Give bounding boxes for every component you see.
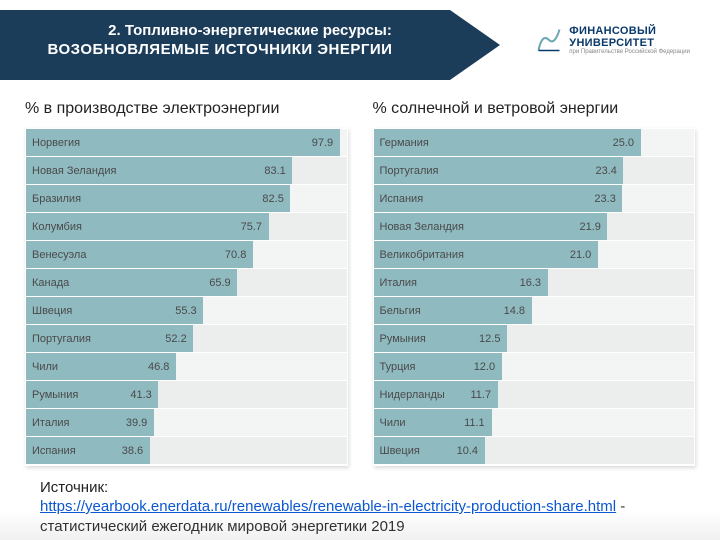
left-chart: % в производстве электроэнергии Норвегия… [25,100,348,466]
bar-value: 23.4 [595,165,616,177]
bar-label: Португалия [380,165,439,177]
bar-label: Румыния [32,389,78,401]
bar-value: 12.5 [479,333,500,345]
bar-row: Бразилия 82.5 [26,185,347,212]
bar-row: Румыния 12.5 [374,325,695,352]
bar-value: 70.8 [225,249,246,261]
bar-row: Турция 12.0 [374,353,695,380]
bar-value: 75.7 [241,221,262,233]
bar-label: Великобритания [380,249,464,261]
bar-value: 38.6 [122,445,143,457]
bar-label: Румыния [380,333,426,345]
bar-row: Испания 38.6 [26,437,347,464]
bar-row: Португалия 23.4 [374,157,695,184]
bar-value: 46.8 [148,361,169,373]
bar-label: Чили [380,417,406,429]
bar-row: Италия 16.3 [374,269,695,296]
right-chart-body: Германия 25.0 Португалия 23.4 Испания 23.3 Нов… [373,128,696,466]
bar-value: 12.0 [474,361,495,373]
source-citation: Источник: https://yearbook.enerdata.ru/r… [40,478,690,537]
bar-row: Нидерланды 11.7 [374,381,695,408]
bar-value: 14.8 [504,305,525,317]
bar-label: Испания [380,193,424,205]
bar-value: 21.9 [579,221,600,233]
right-chart: % солнечной и ветровой энергии Германия 2… [373,100,696,466]
bar-value: 82.5 [262,193,283,205]
bar-row: Новая Зеландия 83.1 [26,157,347,184]
bar-label: Бразилия [32,193,81,205]
bar-label: Колумбия [32,221,82,233]
bar-label: Норвегия [32,137,80,149]
source-prefix: Источник: [40,479,108,496]
bar-label: Чили [32,361,58,373]
bar-value: 10.4 [457,445,478,457]
bar-label: Бельгия [380,305,421,317]
bar-label: Швеция [32,305,72,317]
left-chart-body: Норвегия 97.9 Новая Зеландия 83.1 Бразилия 82… [25,128,348,466]
bar-row: Германия 25.0 [374,129,695,156]
bar-row: Италия 39.9 [26,409,347,436]
bar-row: Великобритания 21.0 [374,241,695,268]
bar-label: Венесуэла [32,249,86,261]
bar-row: Швеция 55.3 [26,297,347,324]
bar-value: 41.3 [130,389,151,401]
bar-value: 65.9 [209,277,230,289]
source-link[interactable]: https://yearbook.enerdata.ru/renewables/… [40,498,616,515]
bar-row: Румыния 41.3 [26,381,347,408]
bar-row: Норвегия 97.9 [26,129,347,156]
bar-value: 97.9 [312,137,333,149]
bar-label: Италия [32,417,69,429]
left-chart-title: % в производстве электроэнергии [25,100,348,118]
bar-value: 21.0 [570,249,591,261]
logo-subtext: при Правительстве Российской Федерации [569,49,690,55]
bar-value: 23.3 [594,193,615,205]
logo-text-2: УНИВЕРСИТЕТ [569,37,690,49]
charts-container: % в производстве электроэнергии Норвегия… [0,100,720,466]
header: 2. Топливно-энергетические ресурсы: ВОЗО… [0,0,720,100]
bar-row: Швеция 10.4 [374,437,695,464]
bar-row: Канада 65.9 [26,269,347,296]
bar-label: Швеция [380,445,420,457]
bar-value: 55.3 [175,305,196,317]
bar-row: Чили 46.8 [26,353,347,380]
bar-value: 16.3 [520,277,541,289]
university-logo: ФИНАНСОВЫЙ УНИВЕРСИТЕТ при Правительстве… [535,25,690,55]
bar-label: Германия [380,137,429,149]
bar-value: 83.1 [264,165,285,177]
logo-text-1: ФИНАНСОВЫЙ [569,25,690,37]
bar-value: 25.0 [613,137,634,149]
bar-label: Испания [32,445,76,457]
bar-row: Новая Зеландия 21.9 [374,213,695,240]
bar-label: Новая Зеландия [32,165,116,177]
right-chart-title: % солнечной и ветровой энергии [373,100,696,118]
title-line-2: ВОЗОБНОВЛЯЕМЫЕ ИСТОЧНИКИ ЭНЕРГИИ [0,41,510,58]
bar-label: Турция [380,361,416,373]
title-banner: 2. Топливно-энергетические ресурсы: ВОЗО… [0,10,510,80]
bar-label: Новая Зеландия [380,221,464,233]
logo-mark-icon [535,26,563,54]
bar-value: 11.7 [470,389,491,401]
bar-row: Колумбия 75.7 [26,213,347,240]
bar-label: Португалия [32,333,91,345]
bar-row: Португалия 52.2 [26,325,347,352]
bar-value: 39.9 [126,417,147,429]
title-line-1: 2. Топливно-энергетические ресурсы: [0,22,510,39]
bar-value: 11.1 [464,417,485,429]
bar-row: Бельгия 14.8 [374,297,695,324]
bar-row: Испания 23.3 [374,185,695,212]
bar-label: Канада [32,277,69,289]
bar-row: Венесуэла 70.8 [26,241,347,268]
bar-value: 52.2 [165,333,186,345]
bar-row: Чили 11.1 [374,409,695,436]
bar-label: Нидерланды [380,389,445,401]
bar-label: Италия [380,277,417,289]
